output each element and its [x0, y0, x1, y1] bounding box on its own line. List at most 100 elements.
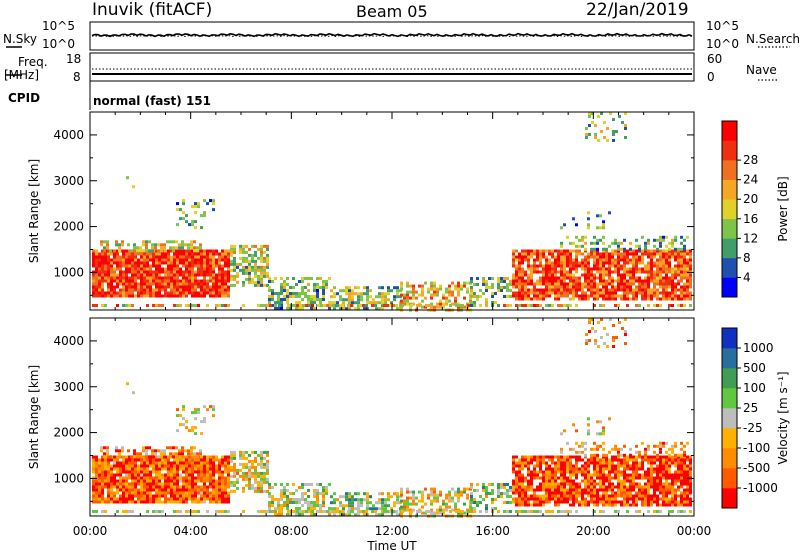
heat-cell	[683, 458, 686, 462]
heat-cell	[644, 476, 647, 480]
heat-cell	[557, 494, 560, 498]
heat-cell	[176, 270, 179, 274]
heat-cell	[336, 498, 339, 502]
heat-cell	[260, 247, 263, 251]
heat-cell	[548, 258, 551, 262]
heat-cell	[137, 264, 140, 268]
ground-scatter-cell	[176, 510, 179, 513]
heat-cell	[101, 294, 104, 298]
heat-cell	[143, 470, 146, 474]
heat-cell	[178, 452, 181, 456]
heat-cell	[140, 500, 143, 504]
heat-cell	[650, 467, 653, 471]
heat-cell	[227, 491, 230, 495]
heat-cell	[659, 291, 662, 295]
heat-cell	[578, 276, 581, 280]
heat-cell	[409, 502, 412, 506]
heat-cell	[251, 462, 254, 466]
heat-cell	[581, 288, 584, 292]
heat-cell	[357, 507, 360, 511]
heat-cell	[221, 294, 224, 298]
cpid-label: CPID	[8, 91, 41, 105]
heat-cell	[128, 494, 131, 498]
heat-cell	[122, 491, 125, 495]
heat-cell	[406, 302, 409, 306]
heat-cell	[161, 282, 164, 286]
heat-cell	[110, 264, 113, 268]
heat-cell	[209, 291, 212, 295]
heat-cell	[536, 249, 539, 253]
ground-scatter-cell	[680, 510, 683, 513]
heat-cell	[479, 295, 482, 298]
heat-cell	[173, 464, 176, 468]
heat-cell	[560, 458, 563, 462]
heat-cell	[650, 273, 653, 277]
heat-cell	[617, 241, 620, 245]
heat-cell	[251, 450, 254, 454]
heat-cell	[488, 277, 491, 280]
heat-cell	[254, 280, 257, 284]
heat-cell	[539, 476, 542, 480]
ground-scatter-cell	[104, 304, 107, 307]
heat-cell	[92, 482, 95, 486]
heat-cell	[155, 264, 158, 268]
heat-cell	[130, 455, 133, 459]
heat-cell	[110, 482, 113, 486]
heat-cell	[656, 267, 659, 271]
heat-cell	[194, 294, 197, 298]
heat-cell	[665, 491, 668, 495]
heat-cell	[536, 494, 539, 498]
heat-cell	[173, 485, 176, 489]
heat-cell	[268, 298, 271, 301]
heat-cell	[251, 277, 254, 281]
heat-cell	[104, 476, 107, 480]
heat-cell	[357, 301, 360, 305]
heat-cell	[164, 461, 167, 465]
heat-cell	[298, 507, 301, 510]
heat-cell	[206, 267, 209, 271]
heat-cell	[497, 280, 500, 283]
heat-cell	[191, 461, 194, 465]
heat-cell	[593, 249, 596, 253]
heat-cell	[363, 498, 366, 502]
heat-cell	[524, 297, 527, 301]
heat-cell	[167, 491, 170, 495]
heat-cell	[671, 238, 674, 242]
heat-cell	[626, 488, 629, 492]
heat-cell	[104, 291, 107, 295]
heat-cell	[330, 301, 333, 305]
heat-cell	[224, 479, 227, 483]
heat-cell	[439, 490, 442, 494]
heat-cell	[527, 252, 530, 256]
heat-cell	[212, 408, 215, 412]
heat-cell	[566, 258, 569, 262]
heat-cell	[260, 283, 263, 287]
heat-cell	[650, 279, 653, 283]
heat-cell	[107, 461, 110, 465]
heat-cell	[191, 270, 194, 274]
heat-cell	[167, 488, 170, 492]
heat-cell	[145, 452, 148, 456]
heat-cell	[560, 455, 563, 459]
heat-cell	[578, 455, 581, 459]
heat-cell	[593, 285, 596, 289]
heat-cell	[470, 486, 473, 489]
heat-cell	[390, 289, 393, 293]
heat-cell	[626, 497, 629, 501]
heat-cell	[366, 292, 369, 296]
heat-cell	[593, 291, 596, 295]
heat-cell	[158, 264, 161, 268]
heat-cell	[536, 294, 539, 298]
heat-cell	[668, 482, 671, 486]
heat-cell	[122, 258, 125, 262]
heat-cell	[653, 238, 656, 242]
ground-scatter-cell	[362, 510, 365, 513]
heat-cell	[191, 220, 194, 224]
heat-cell	[363, 307, 366, 311]
ground-scatter-cell	[455, 510, 458, 513]
heat-cell	[596, 241, 599, 245]
heat-cell	[125, 249, 128, 253]
heat-cell	[155, 497, 158, 501]
heat-cell	[599, 482, 602, 486]
heat-cell	[635, 497, 638, 501]
